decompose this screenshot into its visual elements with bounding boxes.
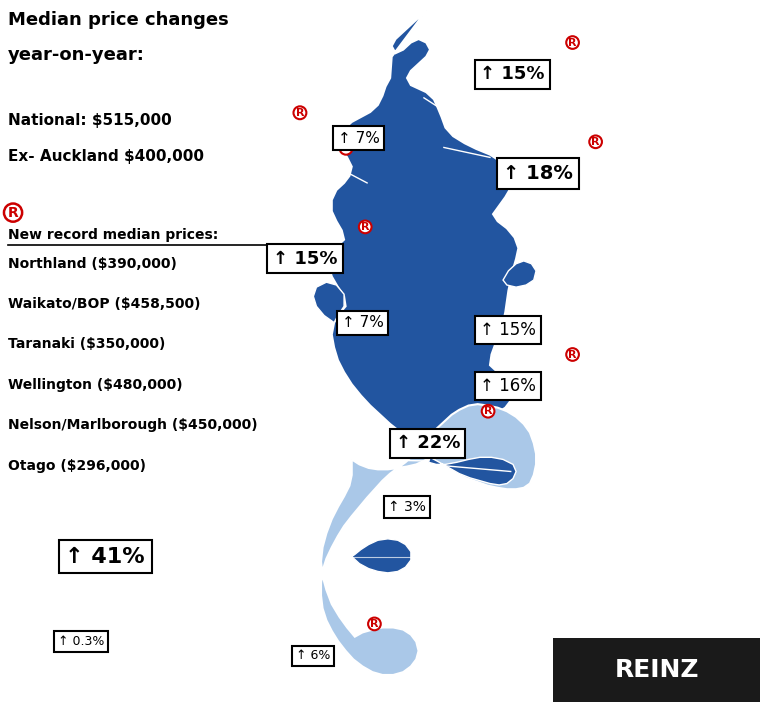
Text: Waikato/BOP ($458,500): Waikato/BOP ($458,500) (8, 297, 200, 311)
Text: ↑ 6%: ↑ 6% (296, 649, 330, 662)
Text: ↑ 15%: ↑ 15% (480, 65, 545, 84)
Text: R: R (484, 406, 492, 416)
Text: R: R (568, 38, 577, 48)
Text: ↑ 15%: ↑ 15% (480, 320, 536, 339)
FancyBboxPatch shape (553, 638, 760, 702)
Text: REINZ: REINZ (614, 658, 699, 682)
Text: Ex- Auckland $400,000: Ex- Auckland $400,000 (8, 149, 204, 164)
Text: Otago ($296,000): Otago ($296,000) (8, 459, 146, 473)
Polygon shape (429, 457, 516, 485)
Text: Northland ($390,000): Northland ($390,000) (8, 257, 177, 271)
Polygon shape (321, 404, 536, 675)
Polygon shape (329, 11, 518, 454)
Text: ↑ 18%: ↑ 18% (503, 164, 573, 183)
Polygon shape (352, 539, 411, 573)
Text: Median price changes: Median price changes (8, 11, 228, 28)
Text: R: R (8, 206, 18, 220)
Text: ↑ 3%: ↑ 3% (388, 500, 425, 514)
Polygon shape (313, 282, 344, 323)
Text: ↑ 41%: ↑ 41% (65, 547, 145, 566)
Text: Taranaki ($350,000): Taranaki ($350,000) (8, 337, 165, 352)
Polygon shape (503, 261, 536, 287)
Text: Nelson/Marlborough ($450,000): Nelson/Marlborough ($450,000) (8, 418, 257, 432)
Text: ↑ 7%: ↑ 7% (342, 315, 384, 330)
Text: ↑ 7%: ↑ 7% (338, 130, 380, 146)
Text: R: R (296, 108, 304, 118)
Text: R: R (342, 143, 350, 153)
Text: year-on-year:: year-on-year: (8, 46, 144, 64)
Text: R: R (361, 222, 369, 232)
Text: ↑ 15%: ↑ 15% (273, 250, 337, 268)
Text: R: R (591, 137, 600, 147)
Text: Wellington ($480,000): Wellington ($480,000) (8, 378, 182, 392)
Text: ↑ 0.3%: ↑ 0.3% (58, 635, 104, 648)
Text: R: R (568, 350, 577, 359)
Text: ↑ 22%: ↑ 22% (396, 434, 460, 452)
Text: National: $515,000: National: $515,000 (8, 113, 171, 128)
Text: ↑ 16%: ↑ 16% (480, 377, 536, 396)
Text: New record median prices:: New record median prices: (8, 228, 218, 242)
Text: R: R (370, 619, 379, 629)
